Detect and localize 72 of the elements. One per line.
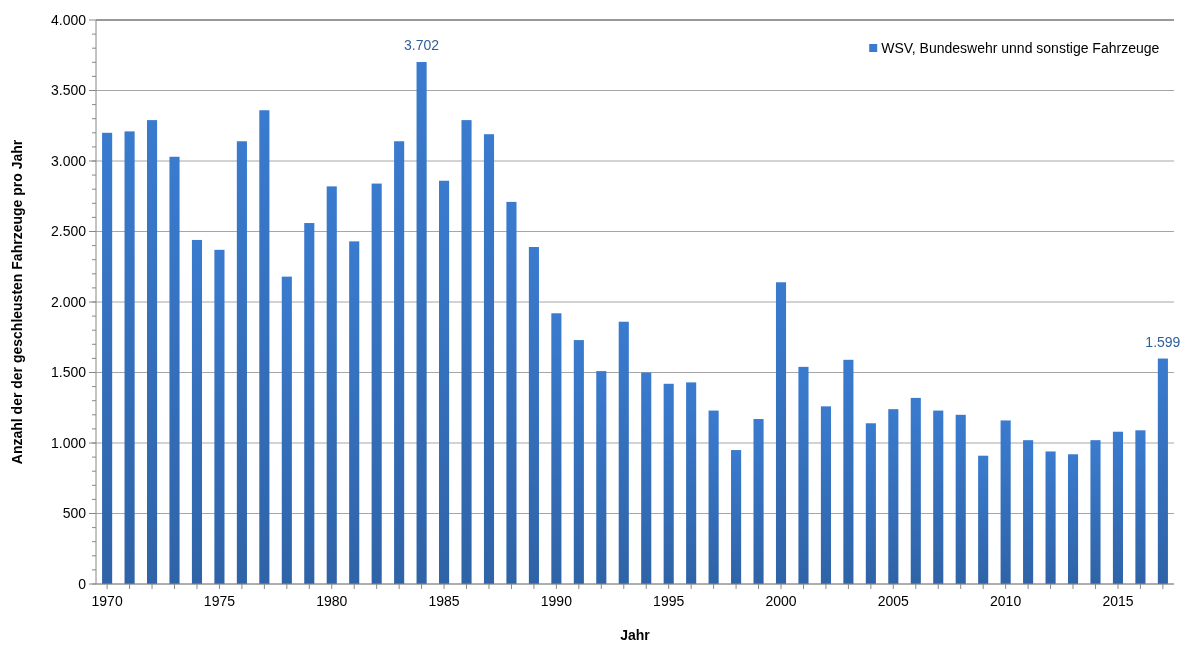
- bar: [865, 423, 876, 584]
- x-tick-label: 2000: [765, 593, 797, 609]
- bar: [820, 406, 831, 584]
- bar: [731, 450, 742, 584]
- legend-label: WSV, Bundeswehr unnd sonstige Fahrzeuge: [881, 39, 1160, 56]
- bar: [483, 134, 495, 584]
- bar: [439, 180, 450, 584]
- bar: [888, 409, 899, 584]
- bar: [955, 414, 966, 584]
- bar: [708, 410, 719, 584]
- y-tick-label: 3.000: [50, 152, 87, 169]
- x-tick-label: 2010: [990, 593, 1022, 609]
- bar: [1112, 431, 1124, 584]
- x-tick-label: 1970: [91, 593, 123, 609]
- bar: [506, 201, 517, 584]
- bar: [573, 340, 584, 584]
- bar: [1157, 358, 1168, 584]
- bar: [843, 359, 854, 584]
- x-tick-label: 1995: [653, 593, 685, 609]
- x-axis-title: Jahr: [620, 627, 651, 643]
- bar: [416, 62, 427, 584]
- bar: [259, 110, 270, 584]
- bar: [933, 410, 944, 584]
- bar: [1045, 451, 1056, 584]
- data-label: 3.702: [404, 37, 440, 54]
- y-tick-label: 500: [62, 505, 87, 522]
- x-tick-label: 1985: [428, 593, 460, 609]
- bar: [978, 455, 989, 584]
- y-tick-label: 1.000: [50, 434, 87, 451]
- y-tick-label: 4.000: [50, 11, 87, 28]
- bar: [371, 183, 382, 584]
- data-label: 1.599: [1145, 333, 1181, 350]
- bar: [191, 239, 203, 584]
- bar: [1135, 430, 1146, 584]
- x-tick-label: 1975: [203, 593, 236, 609]
- bar: [1023, 440, 1034, 584]
- bar: [775, 282, 787, 584]
- bar: [596, 371, 607, 584]
- bar: [641, 372, 652, 584]
- x-tick-label: 1990: [540, 593, 573, 609]
- bar: [663, 383, 674, 584]
- bar: [1090, 440, 1101, 584]
- y-tick-label: 0: [78, 575, 87, 592]
- bar: [686, 382, 697, 584]
- y-tick-label: 2.500: [50, 223, 87, 240]
- y-axis-title: Anzahl der der geschleusten Fahrzeuge pro Jahr: [9, 139, 25, 465]
- bar: [124, 131, 135, 584]
- bar: [461, 120, 472, 584]
- bar: [798, 366, 809, 584]
- bar: [753, 419, 764, 584]
- bar: [304, 223, 315, 584]
- x-tick-label: 1980: [316, 593, 348, 609]
- bar: [102, 132, 113, 584]
- y-tick-label: 1.500: [50, 364, 87, 381]
- bar: [236, 141, 247, 584]
- y-tick-label: 3.500: [50, 82, 87, 99]
- bar: [1000, 420, 1011, 584]
- bar: [528, 247, 539, 584]
- x-tick-label: 2015: [1102, 593, 1134, 609]
- x-tick-label: 2005: [877, 593, 910, 609]
- bar: [146, 120, 158, 584]
- y-tick-label: 2.000: [50, 293, 87, 310]
- bar: [394, 141, 405, 584]
- bar: [618, 321, 629, 584]
- bar: [551, 313, 562, 584]
- bar: [349, 241, 360, 584]
- bar: [326, 186, 337, 584]
- bar: [214, 249, 225, 584]
- bar: [910, 397, 921, 584]
- bar: [169, 156, 180, 584]
- bar: [281, 276, 292, 584]
- bar: [1067, 454, 1079, 584]
